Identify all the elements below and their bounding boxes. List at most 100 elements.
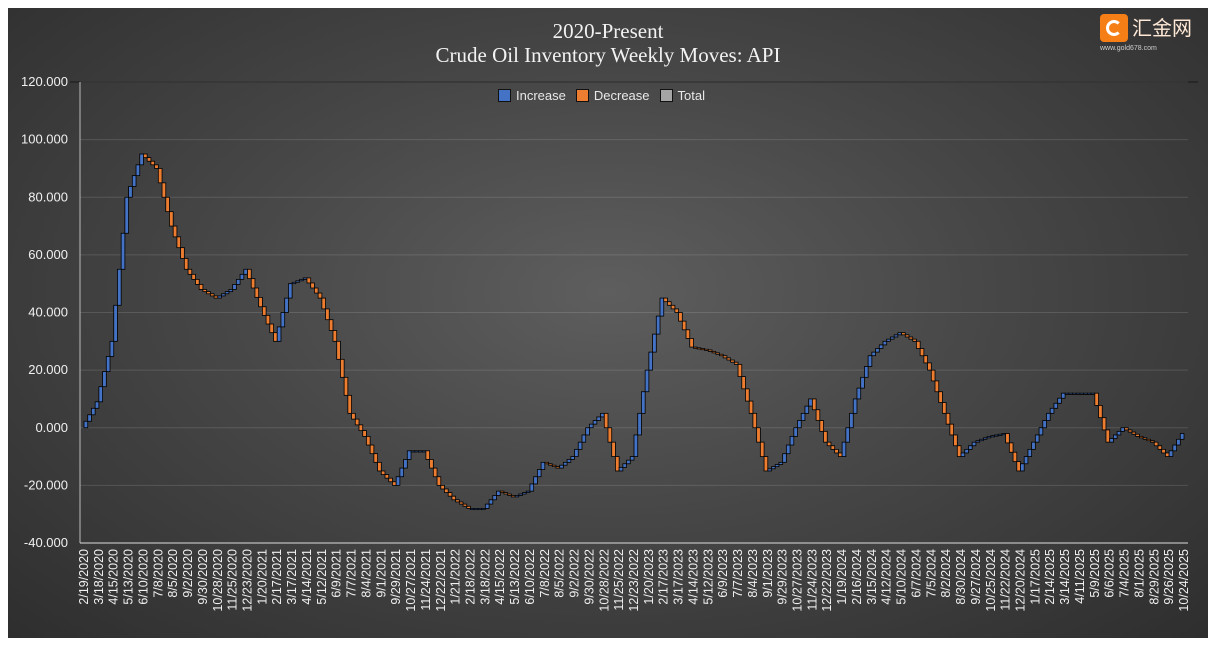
decrease-bar xyxy=(711,350,717,354)
x-tick-label: 7/8/2022 xyxy=(538,549,552,598)
x-tick-label: 7/7/2023 xyxy=(731,549,745,598)
x-tick-label: 1/19/2024 xyxy=(835,549,849,605)
increase-bar xyxy=(1120,427,1125,432)
decrease-bar xyxy=(146,157,152,162)
increase-bar xyxy=(782,453,787,463)
x-tick-label: 1/17/2025 xyxy=(1028,549,1042,605)
x-tick-label: 5/13/2022 xyxy=(508,549,522,605)
increase-bar xyxy=(629,456,635,461)
increase-bar xyxy=(139,153,144,166)
increase-bar xyxy=(641,391,646,414)
x-tick-label: 12/23/2020 xyxy=(241,549,255,612)
decrease-bar xyxy=(1161,448,1166,454)
y-tick-label: 60.000 xyxy=(28,247,68,262)
decrease-bar xyxy=(837,452,843,457)
x-tick-label: 11/24/2021 xyxy=(419,549,433,611)
x-tick-label: 9/26/2025 xyxy=(1162,549,1176,605)
increase-bar xyxy=(648,351,653,371)
decrease-bar xyxy=(663,297,668,303)
x-tick-label: 9/2/2020 xyxy=(181,549,195,598)
x-tick-label: 7/4/2025 xyxy=(1118,549,1132,598)
increase-bar xyxy=(800,412,806,421)
x-tick-label: 3/14/2025 xyxy=(1058,549,1072,605)
increase-bar xyxy=(893,334,899,338)
increase-bar xyxy=(117,268,122,306)
decrease-bar xyxy=(444,488,449,493)
x-tick-label: 4/11/2025 xyxy=(1073,549,1087,604)
decrease-bar xyxy=(715,352,720,355)
increase-bar xyxy=(849,412,854,429)
decrease-bar xyxy=(667,301,672,306)
decrease-bar xyxy=(748,400,754,414)
x-tick-label: 11/25/2022 xyxy=(612,549,626,611)
decrease-bar xyxy=(693,346,698,349)
increase-bar xyxy=(986,435,992,439)
x-tick-label: 6/10/2022 xyxy=(523,549,537,605)
x-tick-label: 3/17/2023 xyxy=(672,549,686,605)
increase-bar xyxy=(964,448,969,454)
increase-bar xyxy=(997,433,1003,436)
decrease-bar xyxy=(369,444,375,455)
increase-bar xyxy=(1179,433,1185,440)
x-tick-label: 10/27/2023 xyxy=(791,549,805,612)
increase-bar xyxy=(968,445,973,450)
x-tick-label: 4/14/2023 xyxy=(686,549,700,605)
decrease-bar xyxy=(700,348,706,351)
increase-bar xyxy=(1020,463,1025,472)
increase-bar xyxy=(785,444,791,455)
decrease-bar xyxy=(681,320,687,331)
y-tick-label: 120.000 xyxy=(21,74,68,89)
decrease-bar xyxy=(380,470,386,475)
increase-bar xyxy=(410,450,416,453)
decrease-bar xyxy=(384,474,390,479)
decrease-bar xyxy=(310,282,315,289)
increase-bar xyxy=(592,420,598,425)
increase-bar xyxy=(774,464,780,468)
legend-label: Decrease xyxy=(593,88,650,103)
increase-bar xyxy=(113,304,118,342)
decrease-bar xyxy=(674,308,679,313)
decrease-bar xyxy=(1153,441,1159,447)
decrease-bar xyxy=(1012,451,1018,463)
decrease-bar xyxy=(314,287,319,294)
decrease-bar xyxy=(499,490,505,493)
decrease-bar xyxy=(451,495,457,501)
decrease-bar xyxy=(180,247,185,259)
x-tick-label: 6/9/2021 xyxy=(330,549,344,598)
y-tick-label: 100.000 xyxy=(21,132,68,147)
increase-bar xyxy=(1168,450,1174,457)
increase-bar xyxy=(577,441,583,450)
increase-bar xyxy=(1112,434,1118,439)
increase-bar xyxy=(971,441,977,447)
increase-bar xyxy=(585,427,590,436)
decrease-bar xyxy=(752,412,758,429)
increase-bar xyxy=(83,420,89,429)
increase-bar xyxy=(1001,433,1007,436)
x-tick-label: 6/9/2023 xyxy=(716,549,730,598)
increase-bar xyxy=(217,295,222,299)
increase-bar xyxy=(789,435,795,446)
increase-bar xyxy=(618,466,624,472)
increase-bar xyxy=(1060,392,1066,399)
decrease-bar xyxy=(458,501,464,505)
increase-bar xyxy=(1075,392,1081,395)
decrease-bar xyxy=(1016,461,1021,472)
legend-label: Total xyxy=(677,88,705,103)
decrease-bar xyxy=(340,358,345,378)
x-tick-label: 9/30/2022 xyxy=(582,549,596,605)
increase-bar xyxy=(1053,402,1059,409)
increase-bar xyxy=(87,414,92,422)
decrease-bar xyxy=(756,427,761,443)
decrease-bar xyxy=(1127,429,1133,433)
y-tick-label: -20.000 xyxy=(24,477,68,492)
decrease-bar xyxy=(250,278,256,289)
decrease-bar xyxy=(254,287,260,298)
decrease-bar xyxy=(258,296,263,308)
increase-bar xyxy=(797,420,802,429)
increase-bar xyxy=(882,340,888,346)
increase-bar xyxy=(852,398,858,414)
increase-bar xyxy=(131,175,137,187)
legend-swatch-decrease xyxy=(575,89,589,102)
x-tick-label: 5/9/2025 xyxy=(1088,549,1102,598)
x-tick-label: 1/20/2023 xyxy=(642,549,656,605)
